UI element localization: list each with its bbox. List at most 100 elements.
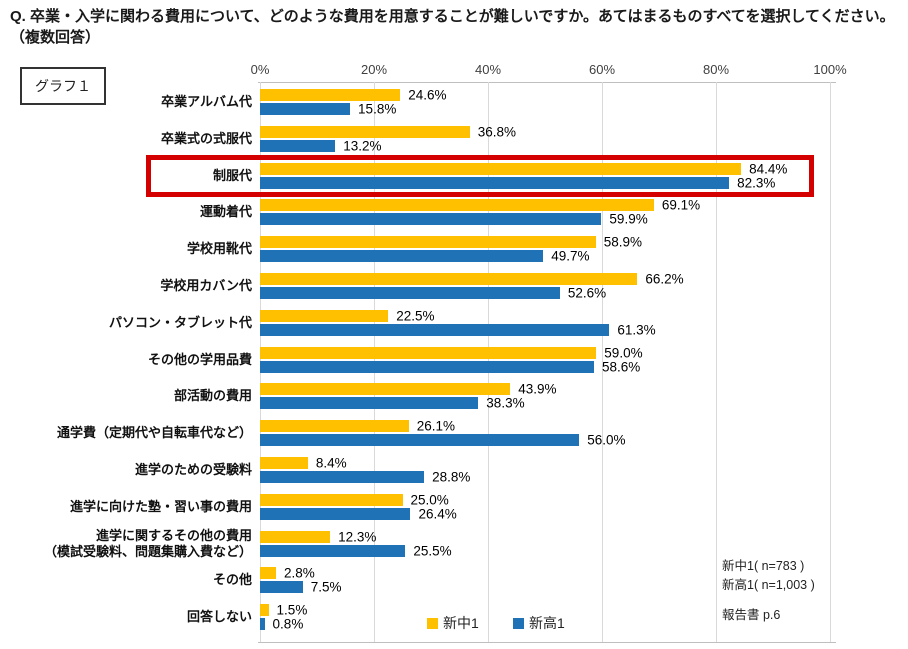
bar-shinchu1: 84.4% xyxy=(260,161,787,176)
bar-value-label: 13.2% xyxy=(343,138,382,154)
plot-top-axis-line xyxy=(258,82,836,83)
bar-value-label: 22.5% xyxy=(396,308,435,324)
category-label: 制服代 xyxy=(212,167,252,183)
bar-value-label: 7.5% xyxy=(310,579,342,595)
x-axis-tick-label: 80% xyxy=(702,62,730,77)
bar-value-label: 52.6% xyxy=(567,285,607,301)
bar-shinko1: 15.8% xyxy=(260,102,396,117)
x-axis-tick-label: 20% xyxy=(360,62,388,77)
bar-value-label: 0.8% xyxy=(272,616,304,632)
category-label: 学校用靴代 xyxy=(186,241,252,257)
graph-label: グラフ１ xyxy=(35,78,91,94)
legend-label: 新高1 xyxy=(529,615,565,631)
bar-shinchu1: 59.0% xyxy=(260,345,643,360)
bar-value-label: 59.9% xyxy=(609,211,648,227)
category-label: その他の学用品費 xyxy=(147,351,252,367)
legend-item-新中1: 新中1 xyxy=(427,613,479,633)
bar-shinko1: 13.2% xyxy=(260,138,382,153)
bar-value-label: 2.8% xyxy=(283,565,315,581)
bar-value-label: 8.4% xyxy=(315,455,347,471)
bar-shinchu1: 8.4% xyxy=(260,456,347,471)
bar-shinchu1: 36.8% xyxy=(260,124,516,139)
legend-label: 新中1 xyxy=(443,615,479,631)
category-label: 進学のための受験料 xyxy=(134,461,252,477)
bar-shinchu1: 25.0% xyxy=(260,492,449,507)
legend-item-新高1: 新高1 xyxy=(513,613,565,633)
bar-shinko1: 52.6% xyxy=(260,286,606,301)
bar-value-label: 56.0% xyxy=(587,432,626,448)
bar-value-label: 36.8% xyxy=(477,124,517,140)
highlight-box xyxy=(146,154,814,197)
bar-value-label: 43.9% xyxy=(518,381,557,397)
bar-shinchu1: 43.9% xyxy=(260,382,557,397)
bar-shinko1: 59.9% xyxy=(260,212,648,227)
bar-shinchu1: 66.2% xyxy=(260,272,684,287)
category-label: 学校用カバン代 xyxy=(160,277,252,293)
category-label: 進学に向けた塾・習い事の費用 xyxy=(69,498,252,514)
bar-value-label: 1.5% xyxy=(276,602,308,618)
bar-shinchu1: 1.5% xyxy=(260,603,307,618)
bar-shinko1: 82.3% xyxy=(260,175,775,190)
sample-size-note-shinko1: 新高1( n=1,003 ) xyxy=(722,578,815,592)
category-label: 運動着代 xyxy=(199,204,252,220)
x-axis-tick-label: 40% xyxy=(474,62,502,77)
bar-value-label: 25.0% xyxy=(410,492,449,508)
legend-swatch-icon xyxy=(427,617,438,629)
x-axis-tick-label: 0% xyxy=(250,62,270,77)
bar-shinko1: 61.3% xyxy=(260,322,656,337)
category-label: 回答しない xyxy=(186,609,252,625)
bar-shinchu1: 22.5% xyxy=(260,308,435,323)
bar-value-label: 61.3% xyxy=(617,322,656,338)
bar-value-label: 28.8% xyxy=(432,469,471,485)
category-label: 卒業式の式服代 xyxy=(160,130,252,146)
bar-value-label: 82.3% xyxy=(737,175,776,191)
bar-value-label: 38.3% xyxy=(486,395,525,411)
bar-shinchu1: 26.1% xyxy=(260,419,455,434)
sample-size-notes: 新中1( n=783 ) 新高1( n=1,003 ) 報告書 p.6 xyxy=(722,557,815,625)
bar-value-label: 49.7% xyxy=(551,248,590,264)
graph-label-box: グラフ１ xyxy=(20,67,106,105)
question-title: Q. 卒業・入学に関わる費用について、どのような費用を用意することが難しいですか… xyxy=(10,8,895,46)
bar-shinko1: 49.7% xyxy=(260,249,590,264)
bar-value-label: 15.8% xyxy=(358,101,397,117)
category-label: 進学に関するその他の費用 （模試受験料、問題集購入費など） xyxy=(43,527,252,559)
x-gridline xyxy=(602,82,603,642)
bar-value-label: 25.5% xyxy=(413,543,452,559)
legend-swatch-icon xyxy=(513,617,524,629)
bar-shinchu1: 24.6% xyxy=(260,88,447,103)
sample-size-note-shinchu1: 新中1( n=783 ) xyxy=(722,559,805,573)
category-label: 通学費（定期代や自転車代など） xyxy=(56,425,252,441)
bar-shinchu1: 69.1% xyxy=(260,198,700,213)
bar-shinko1: 0.8% xyxy=(260,617,303,632)
x-axis-tick-label: 60% xyxy=(588,62,616,77)
bar-value-label: 12.3% xyxy=(338,529,377,545)
bar-shinko1: 58.6% xyxy=(260,359,640,374)
bar-shinko1: 38.3% xyxy=(260,396,525,411)
category-label: 部活動の費用 xyxy=(173,388,252,404)
bar-shinchu1: 2.8% xyxy=(260,566,315,581)
category-label: パソコン・タブレット代 xyxy=(108,314,252,330)
bar-shinko1: 28.8% xyxy=(260,470,470,485)
plot-bottom-axis-line xyxy=(258,642,836,643)
bar-shinko1: 56.0% xyxy=(260,433,625,448)
bar-shinchu1: 12.3% xyxy=(260,529,376,544)
bar-value-label: 26.1% xyxy=(416,418,456,434)
bar-value-label: 26.4% xyxy=(418,506,457,522)
bar-value-label: 84.4% xyxy=(749,161,788,177)
category-label: 卒業アルバム代 xyxy=(161,93,252,109)
bar-shinko1: 7.5% xyxy=(260,580,342,595)
bar-shinchu1: 58.9% xyxy=(260,235,642,250)
category-label: その他 xyxy=(212,572,252,588)
x-gridline xyxy=(830,82,831,642)
bar-value-label: 59.0% xyxy=(604,345,643,361)
bar-value-label: 24.6% xyxy=(408,87,447,103)
bar-value-label: 58.9% xyxy=(603,234,642,250)
source-note: 報告書 p.6 xyxy=(722,608,781,622)
bar-value-label: 69.1% xyxy=(661,197,701,213)
x-axis-tick-label: 100% xyxy=(813,62,847,77)
bar-shinko1: 25.5% xyxy=(260,543,452,558)
bar-value-label: 58.6% xyxy=(602,359,641,375)
bar-shinko1: 26.4% xyxy=(260,506,457,521)
